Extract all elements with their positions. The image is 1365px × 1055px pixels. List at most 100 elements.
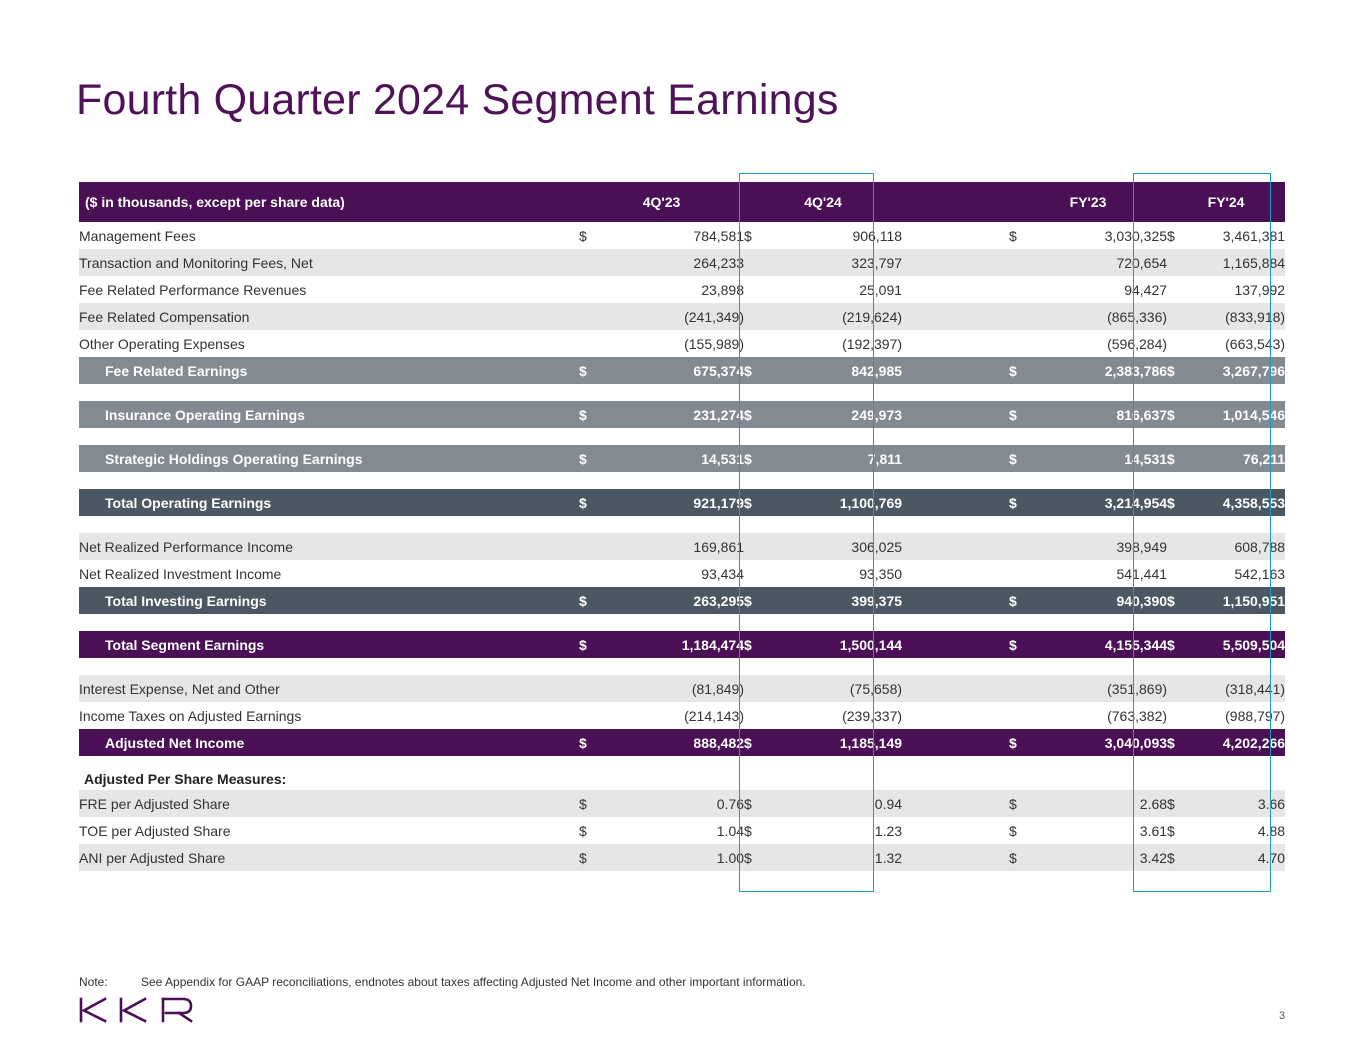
column-header-4q23: 4Q'23 (579, 182, 745, 222)
currency-symbol: $ (1167, 489, 1198, 516)
row-label: Fee Related Performance Revenues (79, 276, 579, 303)
value-4q24: (192,397) (774, 330, 903, 357)
value-fy23: 3,030,325 (1039, 222, 1168, 249)
row-label: Other Operating Expenses (79, 330, 579, 357)
section-heading: Adjusted Per Share Measures: (79, 756, 1286, 790)
table-row: Fee Related Earnings $675,374 $842,985 $2,3… (79, 357, 1286, 384)
currency-symbol: $ (744, 790, 775, 817)
table-row: Management Fees $784,581 $906,118 $3,030,32… (79, 222, 1286, 249)
currency-symbol: $ (579, 489, 609, 516)
row-label: Adjusted Net Income (79, 729, 579, 756)
column-header-fy23: FY'23 (1009, 182, 1168, 222)
value-4q24: (239,337) (774, 702, 903, 729)
currency-symbol: $ (1009, 631, 1040, 658)
row-label: FRE per Adjusted Share (79, 790, 579, 817)
value-4q23: 264,233 (609, 249, 745, 276)
currency-symbol: $ (579, 817, 609, 844)
currency-symbol: $ (1167, 817, 1198, 844)
highlight-box-fy24 (1133, 173, 1271, 892)
table-row: Income Taxes on Adjusted Earnings (214,14… (79, 702, 1286, 729)
value-fy23: (351,869) (1039, 675, 1168, 702)
row-label: Net Realized Investment Income (79, 560, 579, 587)
row-label: Total Operating Earnings (79, 489, 579, 516)
value-4q24: 93,350 (774, 560, 903, 587)
currency-symbol: $ (744, 631, 775, 658)
table-row: Net Realized Performance Income 169,861 30… (79, 533, 1286, 560)
currency-symbol: $ (579, 790, 609, 817)
value-4q23: 921,179 (609, 489, 745, 516)
currency-symbol: $ (744, 817, 775, 844)
row-label: Fee Related Compensation (79, 303, 579, 330)
value-fy23: 2,383,786 (1039, 357, 1168, 384)
row-label: Fee Related Earnings (79, 357, 579, 384)
value-4q23: 169,861 (609, 533, 745, 560)
value-4q24: 249,973 (774, 401, 903, 428)
currency-symbol: $ (1009, 817, 1040, 844)
currency-symbol: $ (579, 729, 609, 756)
table-row: Total Investing Earnings $263,295 $399,375… (79, 587, 1286, 614)
table-row: ANI per Adjusted Share $1.00 $1.32 $3.42 $4.… (79, 844, 1286, 871)
value-4q24: 7,811 (774, 445, 903, 472)
value-4q23: 0.76 (609, 790, 745, 817)
currency-symbol: $ (1009, 587, 1040, 614)
spacer-row (79, 472, 1286, 489)
spacer-row (79, 516, 1286, 533)
value-4q24: 842,985 (774, 357, 903, 384)
value-fy23: 3,214,954 (1039, 489, 1168, 516)
value-fy23: 3.42 (1039, 844, 1168, 871)
value-4q23: 14,531 (609, 445, 745, 472)
currency-symbol: $ (744, 401, 775, 428)
value-4q24: 25,091 (774, 276, 903, 303)
currency-symbol: $ (1009, 445, 1040, 472)
value-4q24: (219,624) (774, 303, 903, 330)
currency-symbol: $ (744, 489, 775, 516)
currency-symbol: $ (579, 445, 609, 472)
value-fy23: (596,284) (1039, 330, 1168, 357)
value-fy23: 2.68 (1039, 790, 1168, 817)
table-row: FRE per Adjusted Share $0.76 $0.94 $2.68 $3.… (79, 790, 1286, 817)
value-fy23: 3,040,093 (1039, 729, 1168, 756)
footnote-label: Note: (79, 975, 108, 989)
currency-symbol: $ (579, 222, 609, 249)
value-fy23: 4,155,344 (1039, 631, 1168, 658)
currency-symbol: $ (1009, 357, 1040, 384)
value-4q24: 1,100,769 (774, 489, 903, 516)
table-row: Fee Related Performance Revenues 23,898 25… (79, 276, 1286, 303)
table-row: Fee Related Compensation (241,349) (219,62… (79, 303, 1286, 330)
table-row: Other Operating Expenses (155,989) (192,39… (79, 330, 1286, 357)
table-row: Strategic Holdings Operating Earnings $14… (79, 445, 1286, 472)
value-fy23: 94,427 (1039, 276, 1168, 303)
row-label: ANI per Adjusted Share (79, 844, 579, 871)
table-row: Net Realized Investment Income 93,434 93,3… (79, 560, 1286, 587)
table-row: Interest Expense, Net and Other (81,849) (… (79, 675, 1286, 702)
currency-symbol: $ (1167, 790, 1198, 817)
segment-earnings-table: ($ in thousands, except per share data) … (79, 182, 1286, 871)
value-fy23: 816,637 (1039, 401, 1168, 428)
value-fy23: 541,441 (1039, 560, 1168, 587)
value-4q24: (75,658) (774, 675, 903, 702)
value-4q23: 1,184,474 (609, 631, 745, 658)
value-fy23: 398,949 (1039, 533, 1168, 560)
table-header-row: ($ in thousands, except per share data) … (79, 182, 1286, 222)
table-row: Adjusted Net Income $888,482 $1,185,149 $3,… (79, 729, 1286, 756)
currency-symbol: $ (1167, 729, 1198, 756)
highlight-box-4q24 (739, 173, 874, 892)
currency-symbol: $ (1167, 587, 1198, 614)
value-4q23: 23,898 (609, 276, 745, 303)
table-row: Insurance Operating Earnings $231,274 $249… (79, 401, 1286, 428)
spacer-row (79, 384, 1286, 401)
currency-symbol: $ (1167, 445, 1198, 472)
currency-symbol: $ (579, 357, 609, 384)
table-body: Management Fees $784,581 $906,118 $3,030,32… (79, 222, 1286, 871)
currency-symbol: $ (579, 844, 609, 871)
table-row: Transaction and Monitoring Fees, Net 264,… (79, 249, 1286, 276)
currency-symbol: $ (744, 729, 775, 756)
row-label: Strategic Holdings Operating Earnings (79, 445, 579, 472)
section-heading-row: Adjusted Per Share Measures: (79, 756, 1286, 790)
currency-symbol: $ (1167, 222, 1198, 249)
kkr-logo (79, 997, 193, 1023)
currency-symbol: $ (1167, 401, 1198, 428)
value-4q24: 1,185,149 (774, 729, 903, 756)
currency-symbol: $ (579, 587, 609, 614)
row-label: Net Realized Performance Income (79, 533, 579, 560)
